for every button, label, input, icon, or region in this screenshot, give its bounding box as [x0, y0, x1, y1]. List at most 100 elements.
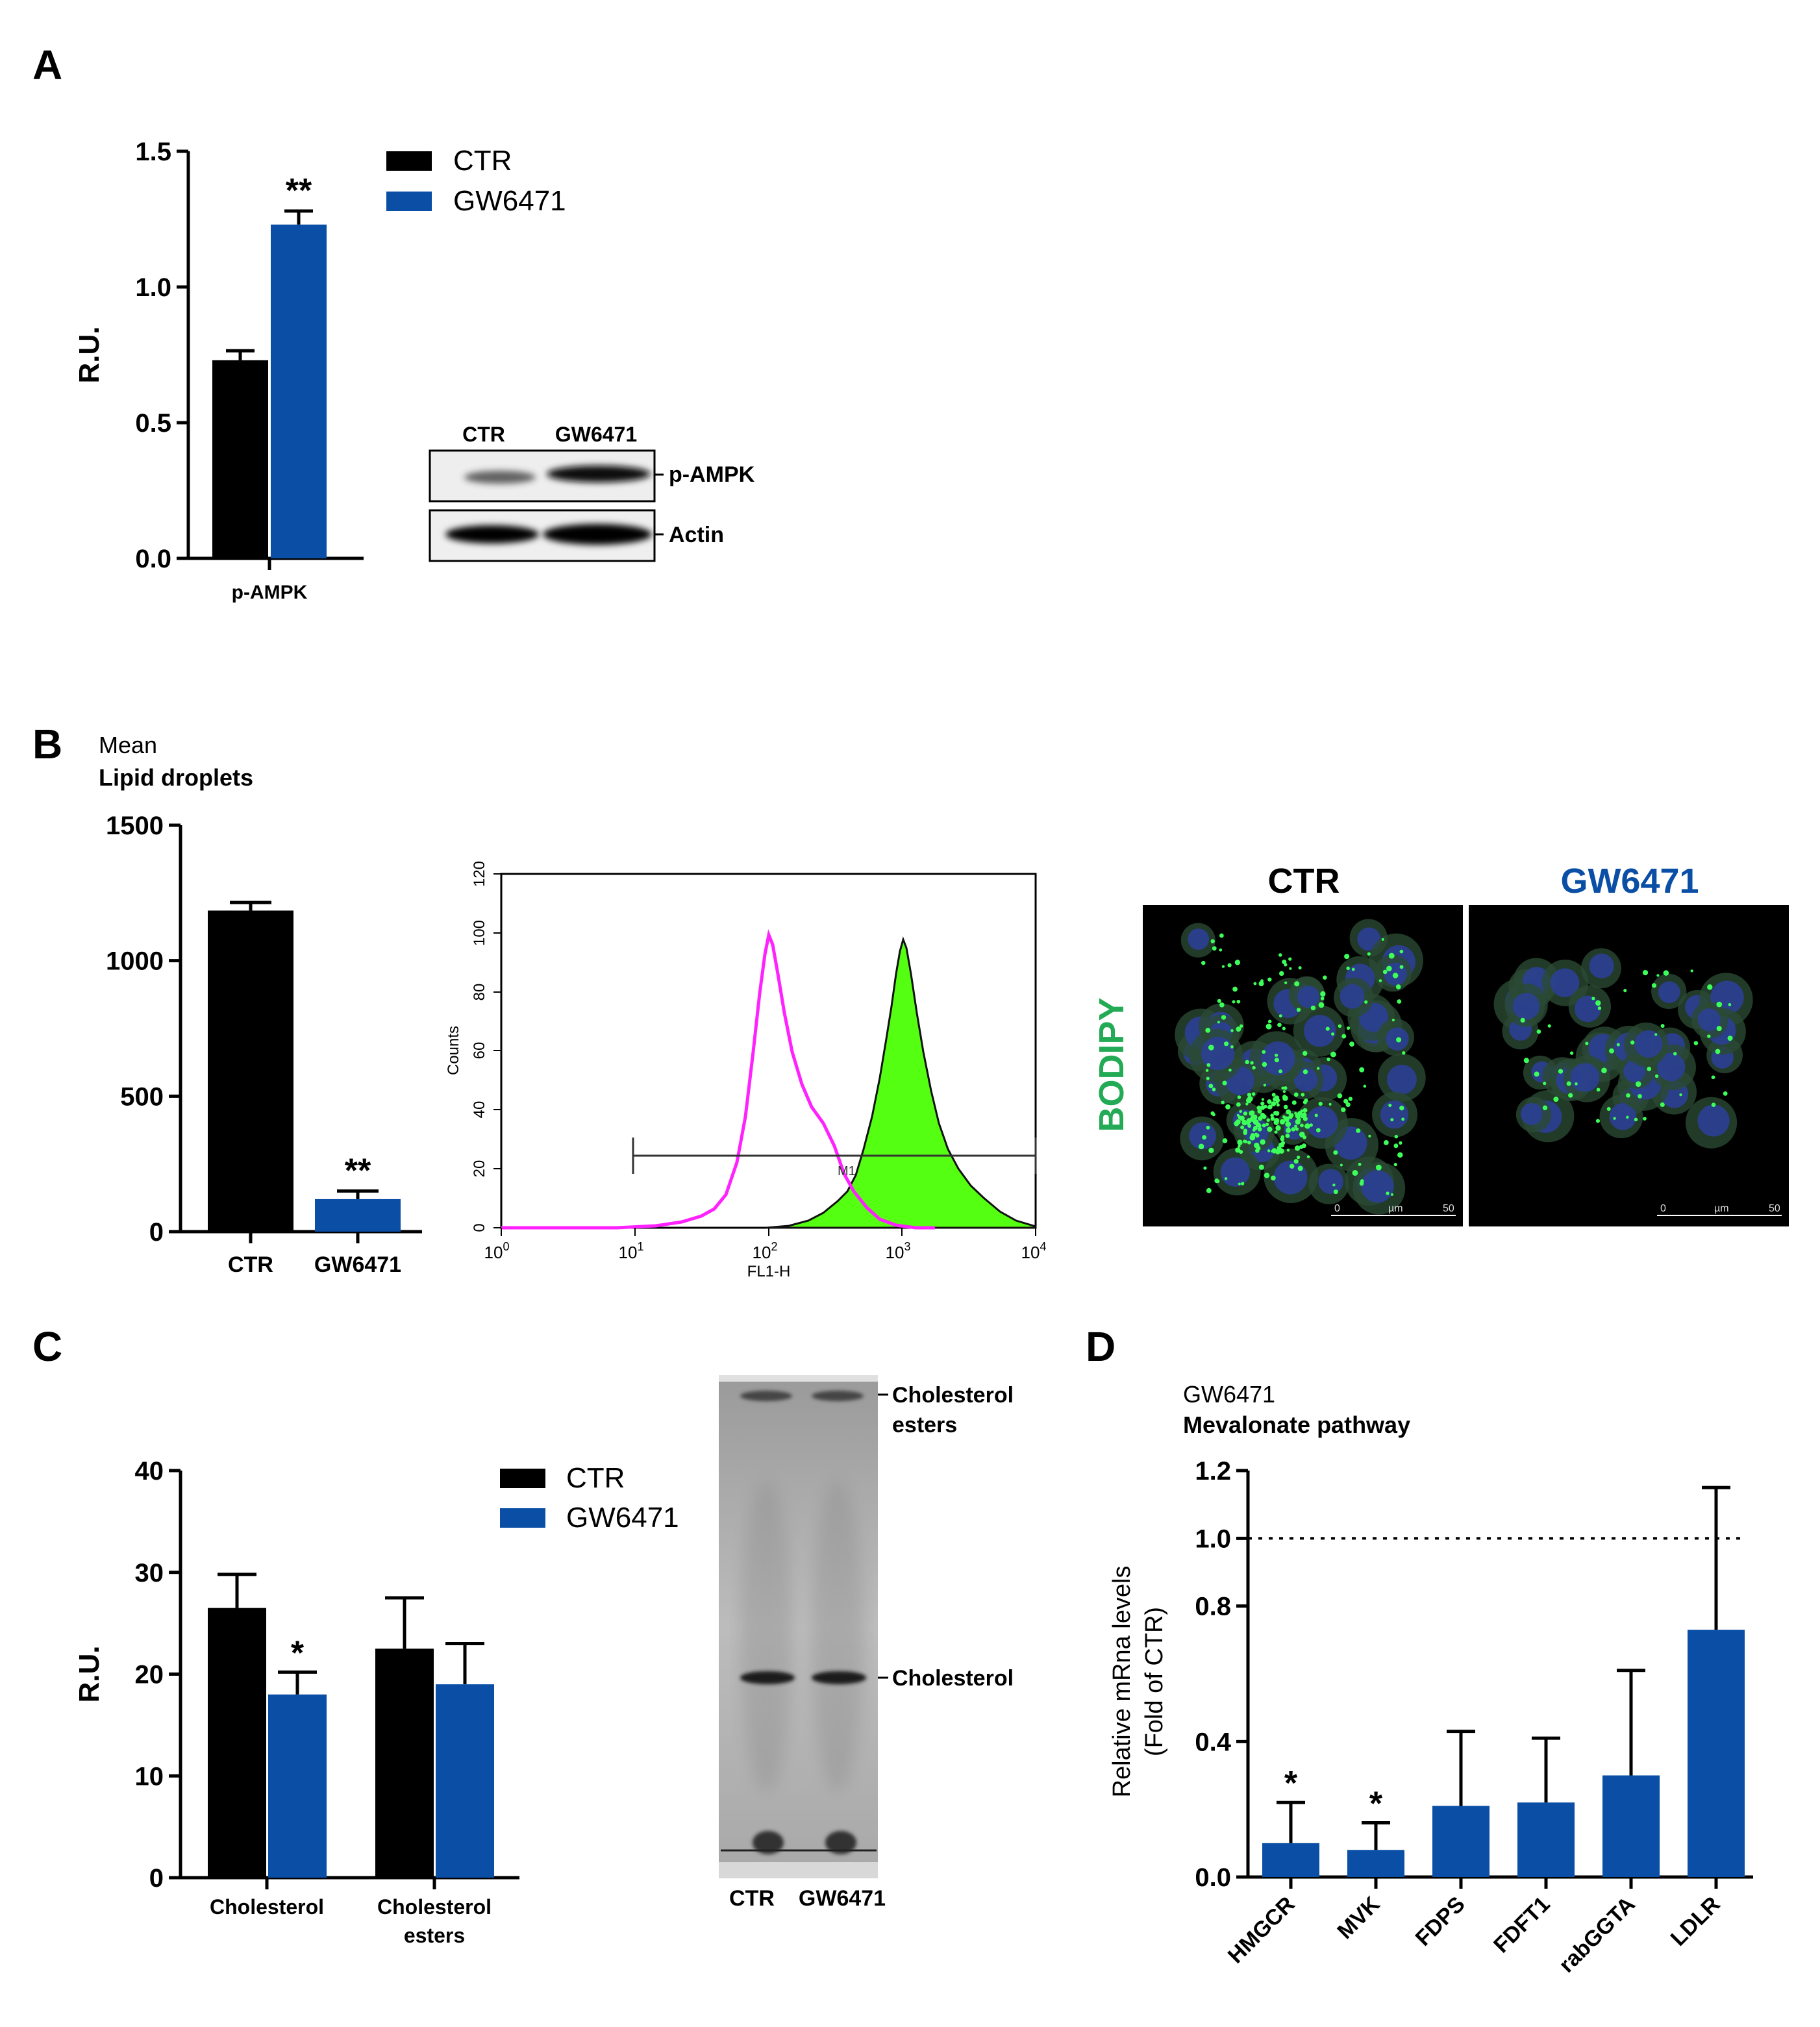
- lipid-droplet: [1267, 1106, 1271, 1110]
- lipid-droplet: [1585, 1041, 1589, 1045]
- scale-right-gw6471: 50: [1769, 1203, 1780, 1214]
- lipid-droplet: [1263, 1084, 1266, 1087]
- lipid-droplet: [1396, 1037, 1402, 1043]
- lipid-droplet: [1323, 975, 1327, 980]
- lipid-droplet: [1284, 963, 1288, 967]
- cell-nucleus: [1513, 993, 1540, 1020]
- lipid-droplet: [1397, 1152, 1403, 1158]
- lipid-droplet: [1283, 1086, 1288, 1090]
- lipid-droplet: [1394, 1134, 1399, 1139]
- x-tick-label: GW6471: [314, 1252, 401, 1277]
- chart-b-lipid-droplets: 0 500 1000 1500 CTR GW6471 **: [106, 812, 422, 1277]
- lipid-droplet: [1260, 1139, 1265, 1145]
- lipid-droplet: [1265, 1123, 1269, 1126]
- cell-nucleus: [1361, 1170, 1394, 1203]
- lipid-droplet: [1210, 1111, 1215, 1115]
- lipid-droplet: [1520, 1017, 1525, 1023]
- lipid-droplet: [1542, 1105, 1548, 1110]
- lipid-droplet: [1390, 1118, 1394, 1122]
- bar-ctr: [208, 910, 293, 1232]
- cells-gw6471: [1493, 948, 1753, 1149]
- cell-nucleus: [1550, 968, 1580, 997]
- lipid-droplet: [1258, 1164, 1264, 1170]
- lipid-droplet: [1206, 1188, 1212, 1193]
- lipid-droplet: [1306, 1155, 1310, 1158]
- lipid-droplet: [1283, 1104, 1288, 1110]
- lipid-droplet: [1601, 1067, 1607, 1073]
- lipid-droplet: [1271, 1175, 1276, 1181]
- lipid-droplet: [1634, 1117, 1638, 1122]
- legend-c-label-ctr: CTR: [566, 1462, 625, 1494]
- blot-band-pampk-gw6471: [547, 466, 651, 482]
- lipid-droplet: [1303, 1069, 1308, 1075]
- legend-swatch-gw6471: [386, 192, 432, 211]
- lipid-droplet: [1208, 1084, 1214, 1089]
- x-tick-label: HMGCR: [1223, 1892, 1300, 1969]
- lipid-droplet: [1316, 1067, 1320, 1070]
- lipid-droplet: [1341, 1107, 1346, 1112]
- lipid-droplet: [1202, 1135, 1207, 1140]
- y-tick-label: 1500: [106, 812, 164, 840]
- tlc-smear-gw6471: [812, 1480, 864, 1792]
- lipid-droplet: [1260, 1105, 1265, 1110]
- lipid-droplet: [1297, 1165, 1303, 1171]
- lipid-dots-ctr: [1198, 933, 1406, 1196]
- scale-left-ctr: 0: [1334, 1203, 1340, 1214]
- lipid-droplet: [1395, 984, 1401, 989]
- lipid-droplet: [1235, 1147, 1241, 1153]
- bar-ldlr: [1688, 1630, 1745, 1877]
- chart-d-subtitle: Mevalonate pathway: [1183, 1411, 1410, 1438]
- lipid-droplet: [1352, 1170, 1358, 1176]
- lipid-droplet: [1232, 1000, 1236, 1004]
- panel-letter-d: D: [1086, 1323, 1116, 1370]
- x-tick-label: CTR: [228, 1252, 273, 1277]
- lipid-droplet: [1386, 965, 1392, 972]
- legend-c-label-gw6471: GW6471: [566, 1502, 679, 1534]
- lipid-droplet: [1303, 1135, 1307, 1139]
- lipid-droplet: [1225, 1104, 1231, 1110]
- cell-nucleus: [1656, 1052, 1686, 1082]
- lipid-droplet: [1399, 949, 1404, 954]
- lipid-droplet: [1328, 1102, 1332, 1106]
- lipid-droplet: [1302, 1051, 1308, 1056]
- lipid-droplet: [1238, 1145, 1241, 1148]
- lipid-droplet: [1224, 1041, 1229, 1047]
- tlc-origin-spot-ctr: [753, 1831, 784, 1854]
- lipid-droplet: [1279, 1119, 1286, 1125]
- lipid-droplet: [1253, 1119, 1259, 1125]
- y-tick-label: 0.5: [135, 409, 171, 438]
- x-tick-label: Cholesterol: [210, 1895, 324, 1919]
- lipid-droplet: [1262, 1123, 1266, 1128]
- bar-ctr-0: [208, 1608, 266, 1878]
- lipid-droplet: [1277, 1023, 1282, 1027]
- lipid-droplet: [1275, 1053, 1278, 1057]
- lipid-droplet: [1291, 1127, 1296, 1132]
- y-tick-label: 0: [149, 1864, 164, 1893]
- lipid-droplet: [1198, 1143, 1204, 1150]
- lipid-droplet: [1381, 938, 1384, 941]
- bar-rabggta: [1602, 1775, 1660, 1877]
- chart-c-cholesterol: 0 10 20 30 40 * Cholesterol Cholesterol esters R.…: [73, 1457, 519, 1947]
- lipid-droplet: [1606, 1106, 1611, 1111]
- flow-histogram: M1 0 20 40 60 80 100 120 Counts 100 101 …: [445, 861, 1046, 1280]
- lipid-droplet: [1399, 1141, 1402, 1145]
- lipid-droplet: [1716, 1026, 1722, 1032]
- lipid-droplet: [1568, 1093, 1573, 1098]
- lipid-droplet: [1237, 1139, 1243, 1145]
- chart-a-pampk: 0.0 0.5 1.0 1.5 ** p-AMPK R.U.: [73, 138, 364, 603]
- blot-label-pampk: p-AMPK: [669, 462, 755, 487]
- lipid-droplet: [1257, 1126, 1262, 1132]
- lipid-droplet: [1251, 1092, 1256, 1096]
- lipid-droplet: [1275, 1149, 1280, 1154]
- lipid-droplet: [1253, 982, 1257, 986]
- lipid-droplet: [1382, 969, 1388, 975]
- lipid-droplet: [1260, 979, 1264, 983]
- lipid-droplet: [1325, 1026, 1330, 1031]
- lipid-droplet: [1315, 1128, 1321, 1133]
- lipid-droplet: [1318, 1101, 1323, 1106]
- lipid-droplet: [1391, 1019, 1395, 1022]
- lipid-droplet: [1271, 1093, 1276, 1097]
- lipid-droplet: [1654, 1033, 1658, 1036]
- lipid-droplet: [1274, 1117, 1280, 1124]
- microscopy-gw6471-title: GW6471: [1560, 862, 1699, 901]
